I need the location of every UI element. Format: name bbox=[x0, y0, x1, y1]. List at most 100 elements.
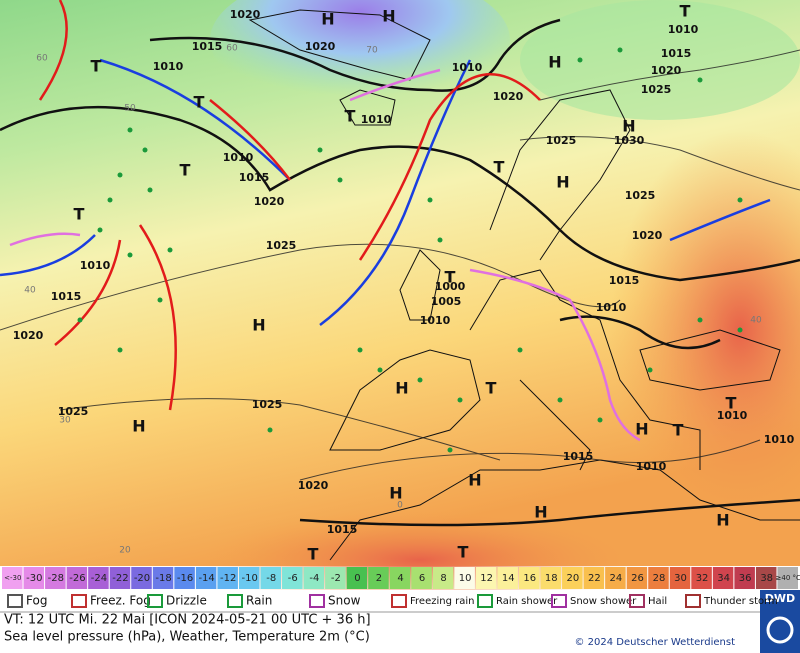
legend-label: Thunder storm bbox=[703, 596, 778, 607]
legend-icon bbox=[7, 594, 23, 608]
pressure-center: T bbox=[308, 545, 319, 564]
pressure-label: 1025 bbox=[58, 405, 89, 418]
pressure-label: 1000 bbox=[435, 280, 466, 293]
pressure-label: 1010 bbox=[668, 23, 699, 36]
scale-cell bbox=[346, 567, 368, 589]
scale-label: -6 bbox=[288, 573, 298, 584]
weather-symbol bbox=[737, 197, 743, 203]
weather-symbol bbox=[447, 447, 453, 453]
pressure-center: T bbox=[445, 268, 456, 287]
scale-label: -10 bbox=[242, 573, 258, 584]
scale-cell bbox=[648, 567, 669, 589]
pressure-label: 1020 bbox=[305, 40, 336, 53]
scale-cell bbox=[540, 567, 562, 589]
scale-label: ≥40 °C bbox=[776, 574, 800, 582]
legend-label: Hail bbox=[648, 596, 667, 607]
pressure-label: 1020 bbox=[651, 64, 682, 77]
scale-label: 30 bbox=[674, 573, 687, 584]
legend-icon bbox=[551, 594, 567, 608]
pressure-label: 1015 bbox=[239, 171, 270, 184]
scale-cell bbox=[518, 567, 540, 589]
cold-area bbox=[210, 0, 510, 110]
pressure-center: H bbox=[716, 511, 729, 530]
pressure-center: H bbox=[622, 117, 635, 136]
pressure-label: 1015 bbox=[327, 523, 358, 536]
scale-label: -26 bbox=[69, 573, 85, 584]
pressure-label: 1010 bbox=[596, 301, 627, 314]
hot-area bbox=[610, 130, 800, 530]
scale-label: -16 bbox=[177, 573, 193, 584]
pressure-center: T bbox=[91, 57, 102, 76]
weather-symbol bbox=[557, 397, 563, 403]
scale-label: 8 bbox=[440, 573, 446, 584]
pressure-center: H bbox=[468, 471, 481, 490]
pressure-label: 1020 bbox=[298, 479, 329, 492]
scale-cell bbox=[88, 567, 109, 589]
pressure-label: 1020 bbox=[254, 195, 285, 208]
scale-cell bbox=[605, 567, 626, 589]
weather-symbol bbox=[577, 57, 583, 63]
scale-label: 0 bbox=[354, 573, 360, 584]
pressure-label: 1015 bbox=[51, 290, 82, 303]
scale-label: 2 bbox=[376, 573, 382, 584]
scale-label: 38 bbox=[760, 573, 773, 584]
fronts bbox=[0, 0, 771, 442]
grid-label: 40 bbox=[24, 286, 36, 296]
scale-label: -14 bbox=[198, 573, 214, 584]
scale-label: 26 bbox=[631, 573, 644, 584]
scale-cell bbox=[734, 567, 755, 589]
scale-label: -24 bbox=[91, 573, 107, 584]
weather-symbol bbox=[157, 297, 163, 303]
legend-icon bbox=[227, 594, 243, 608]
legend-label: Snow bbox=[328, 594, 361, 608]
pressure-center: T bbox=[726, 394, 737, 413]
weather-symbol bbox=[617, 47, 623, 53]
pressure-label: 1025 bbox=[546, 134, 577, 147]
weather-symbol bbox=[337, 177, 343, 183]
scale-cell bbox=[691, 567, 712, 589]
scale-label: 22 bbox=[588, 573, 601, 584]
weather-symbol bbox=[117, 172, 123, 178]
legend-icon bbox=[391, 594, 407, 608]
scale-cell bbox=[66, 567, 88, 589]
pressure-center: H bbox=[132, 417, 145, 436]
scale-label: 4 bbox=[397, 573, 403, 584]
legend-label: Fog bbox=[26, 594, 47, 608]
scale-cell bbox=[389, 567, 411, 589]
scale-label: <-30 bbox=[4, 574, 21, 582]
scale-label: 34 bbox=[717, 573, 730, 584]
scale-cell bbox=[562, 567, 583, 589]
pressure-label: 1015 bbox=[192, 40, 223, 53]
pressure-label: 1010 bbox=[717, 409, 748, 422]
scale-label: 20 bbox=[566, 573, 579, 584]
pressure-center: T bbox=[673, 421, 684, 440]
scale-label: 36 bbox=[739, 573, 752, 584]
weather-symbol bbox=[267, 427, 273, 433]
pressure-center: H bbox=[395, 379, 408, 398]
pressure-label: 1010 bbox=[153, 60, 184, 73]
legend-icon bbox=[629, 594, 645, 608]
weather-symbol bbox=[357, 347, 363, 353]
scale-cell bbox=[195, 567, 217, 589]
grid-label: 0 bbox=[397, 501, 403, 511]
scale-cell bbox=[669, 567, 691, 589]
pressure-center: T bbox=[345, 107, 356, 126]
pressure-center: T bbox=[494, 158, 505, 177]
scale-label: -4 bbox=[309, 573, 319, 584]
scale-cell bbox=[152, 567, 174, 589]
scale-cell bbox=[217, 567, 238, 589]
legend-icon bbox=[477, 594, 493, 608]
scale-cell bbox=[282, 567, 303, 589]
scale-cell bbox=[454, 567, 475, 589]
pressure-label: 1010 bbox=[223, 151, 254, 164]
pressure-center: H bbox=[635, 420, 648, 439]
legend-icon bbox=[147, 594, 163, 608]
copyright: © 2024 Deutscher Wetterdienst bbox=[574, 637, 735, 648]
scale-cell bbox=[238, 567, 260, 589]
weather-symbol bbox=[142, 147, 148, 153]
scale-label: 10 bbox=[459, 573, 472, 584]
scale-cell bbox=[475, 567, 497, 589]
pressure-label: 1020 bbox=[230, 8, 261, 21]
scale-label: 18 bbox=[545, 573, 558, 584]
